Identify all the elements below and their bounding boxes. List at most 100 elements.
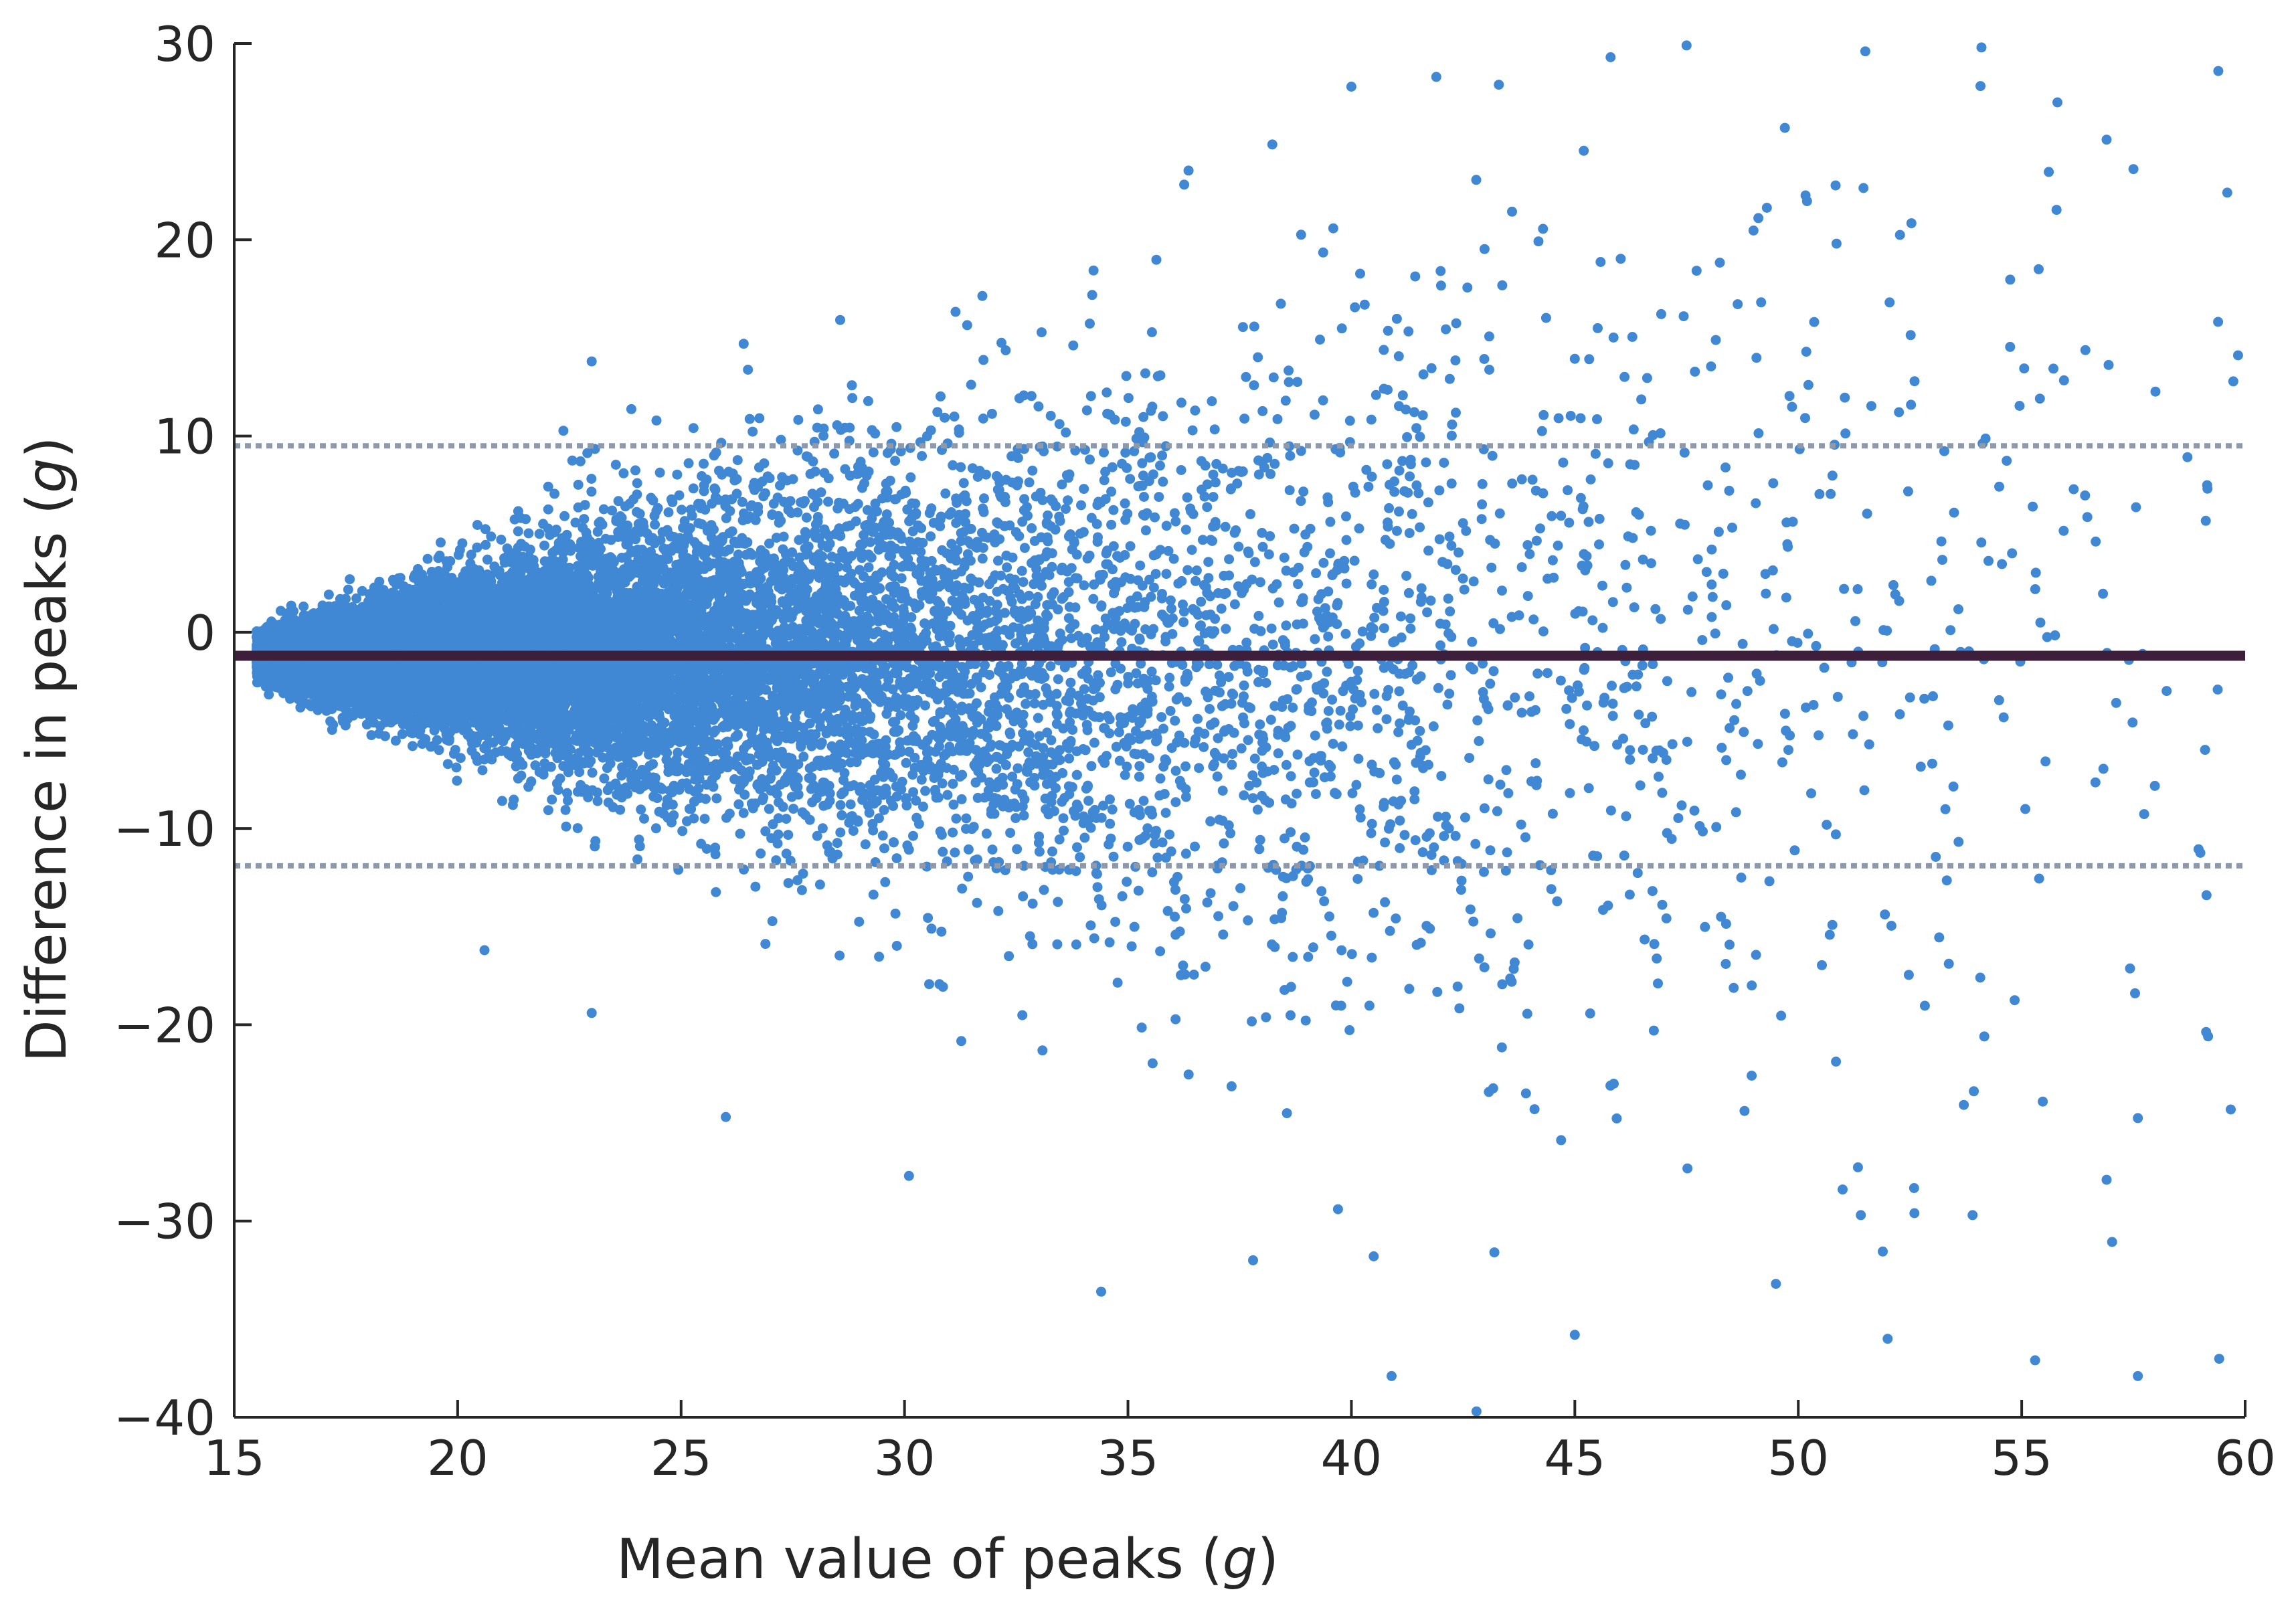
data-point (1100, 466, 1111, 477)
data-point (410, 569, 420, 580)
data-point (1397, 456, 1408, 466)
data-point (1934, 932, 1945, 943)
data-point (632, 478, 642, 488)
data-point (1646, 525, 1656, 536)
data-point (1282, 694, 1293, 705)
data-point (1110, 917, 1121, 927)
data-point (1227, 468, 1237, 478)
data-point (874, 952, 885, 962)
data-point (1085, 391, 1096, 401)
data-point (1037, 1045, 1048, 1056)
data-point (1112, 679, 1123, 690)
data-point (1692, 554, 1703, 565)
data-point (1328, 739, 1338, 749)
data-point (1135, 560, 1146, 571)
data-point (1476, 514, 1487, 525)
data-point (783, 830, 794, 840)
data-point (1581, 551, 1592, 561)
data-point (1273, 597, 1284, 608)
data-point (1352, 666, 1363, 676)
data-point (1120, 770, 1130, 780)
data-point (1279, 833, 1290, 844)
data-point (735, 828, 745, 839)
data-point (1806, 788, 1816, 799)
data-point (1927, 758, 1937, 769)
data-point (1180, 525, 1191, 535)
data-point (1033, 401, 1044, 412)
data-point (1325, 548, 1335, 559)
data-point (1979, 1031, 1990, 1042)
data-point (1352, 675, 1362, 685)
data-point (1652, 953, 1662, 964)
data-point (1296, 230, 1306, 240)
data-point (1603, 458, 1613, 468)
data-point (1819, 662, 1830, 673)
data-point (1224, 554, 1235, 565)
data-point (1625, 745, 1636, 755)
data-point (1458, 573, 1468, 584)
data-point (1483, 774, 1494, 785)
data-point (765, 774, 776, 784)
data-point (1619, 371, 1630, 382)
data-point (1589, 741, 1600, 751)
data-point (1218, 929, 1229, 940)
data-point (1170, 1014, 1181, 1024)
data-point (1595, 257, 1606, 267)
data-point (1181, 903, 1191, 914)
data-point (845, 757, 856, 768)
data-point (1341, 511, 1351, 522)
data-point (672, 469, 683, 480)
data-point (1425, 596, 1436, 606)
data-point (776, 434, 786, 445)
data-point (1410, 835, 1421, 846)
data-point (759, 458, 770, 468)
data-point (1051, 689, 1062, 699)
data-point (1399, 830, 1410, 840)
data-point (1372, 602, 1382, 613)
data-point (836, 810, 847, 820)
data-point (1441, 324, 1451, 335)
data-point (1467, 636, 1478, 647)
data-point (1536, 426, 1547, 436)
data-point (806, 741, 817, 751)
data-point (1283, 723, 1294, 733)
data-point (1341, 535, 1352, 545)
data-point (907, 770, 918, 780)
data-point (925, 531, 936, 542)
data-point (1831, 238, 1842, 249)
data-point (1435, 618, 1445, 629)
data-point (1884, 297, 1895, 308)
data-point (1277, 702, 1288, 712)
data-point (887, 772, 898, 783)
data-point (1379, 623, 1389, 634)
data-point (1465, 904, 1476, 915)
data-point (2213, 317, 2224, 327)
data-point (732, 455, 743, 466)
data-point (1296, 658, 1307, 669)
data-point (848, 826, 859, 836)
data-point (1229, 599, 1240, 610)
data-point (835, 315, 845, 325)
data-point (1134, 772, 1144, 782)
data-point (543, 504, 553, 515)
data-point (2005, 274, 2016, 285)
data-point (980, 660, 990, 670)
data-point (701, 794, 711, 804)
data-point (2182, 452, 2193, 462)
data-point (1106, 486, 1117, 497)
data-point (1151, 254, 1162, 265)
data-point (602, 785, 613, 796)
data-points (251, 40, 2243, 1417)
data-point (1886, 921, 1896, 931)
data-point (956, 794, 967, 804)
data-point (2034, 264, 2044, 274)
data-point (1018, 577, 1029, 588)
data-point (1649, 939, 1660, 950)
data-point (1014, 741, 1025, 752)
data-point (1063, 495, 1073, 506)
data-point (1830, 180, 1841, 191)
data-point (1211, 458, 1222, 469)
data-point (1239, 680, 1249, 691)
data-point (1366, 579, 1377, 590)
